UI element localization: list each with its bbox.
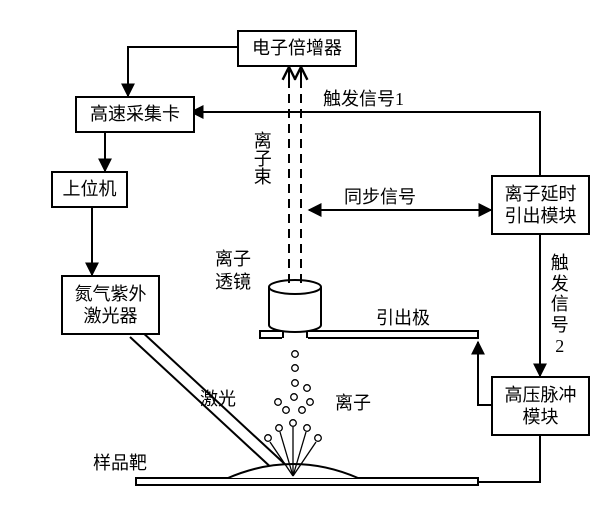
label-laser-beam: 激光 [200,388,236,411]
label-extractor: 引出极 [376,307,430,330]
box-ion-delay: 离子延时 引出模块 [491,175,590,235]
label-ions: 离子 [335,392,371,415]
label-sample-target: 样品靶 [93,452,147,475]
label-sync: 同步信号 [344,186,416,209]
box-hv-pulse: 高压脉冲 模块 [491,376,590,436]
label-ion-lens: 离子 透镜 [215,248,251,293]
box-electron-multiplier: 电子倍增器 [237,30,357,67]
box-laser: 氮气紫外 激光器 [61,275,160,335]
label-trigger-1: 触发信号1 [323,88,404,111]
box-host-pc: 上位机 [51,171,128,208]
label-trigger-2: 触发 信号 2 [549,253,571,356]
label-ion-beam: 离子 束 [252,132,274,186]
box-daq-card: 高速采集卡 [75,96,195,133]
